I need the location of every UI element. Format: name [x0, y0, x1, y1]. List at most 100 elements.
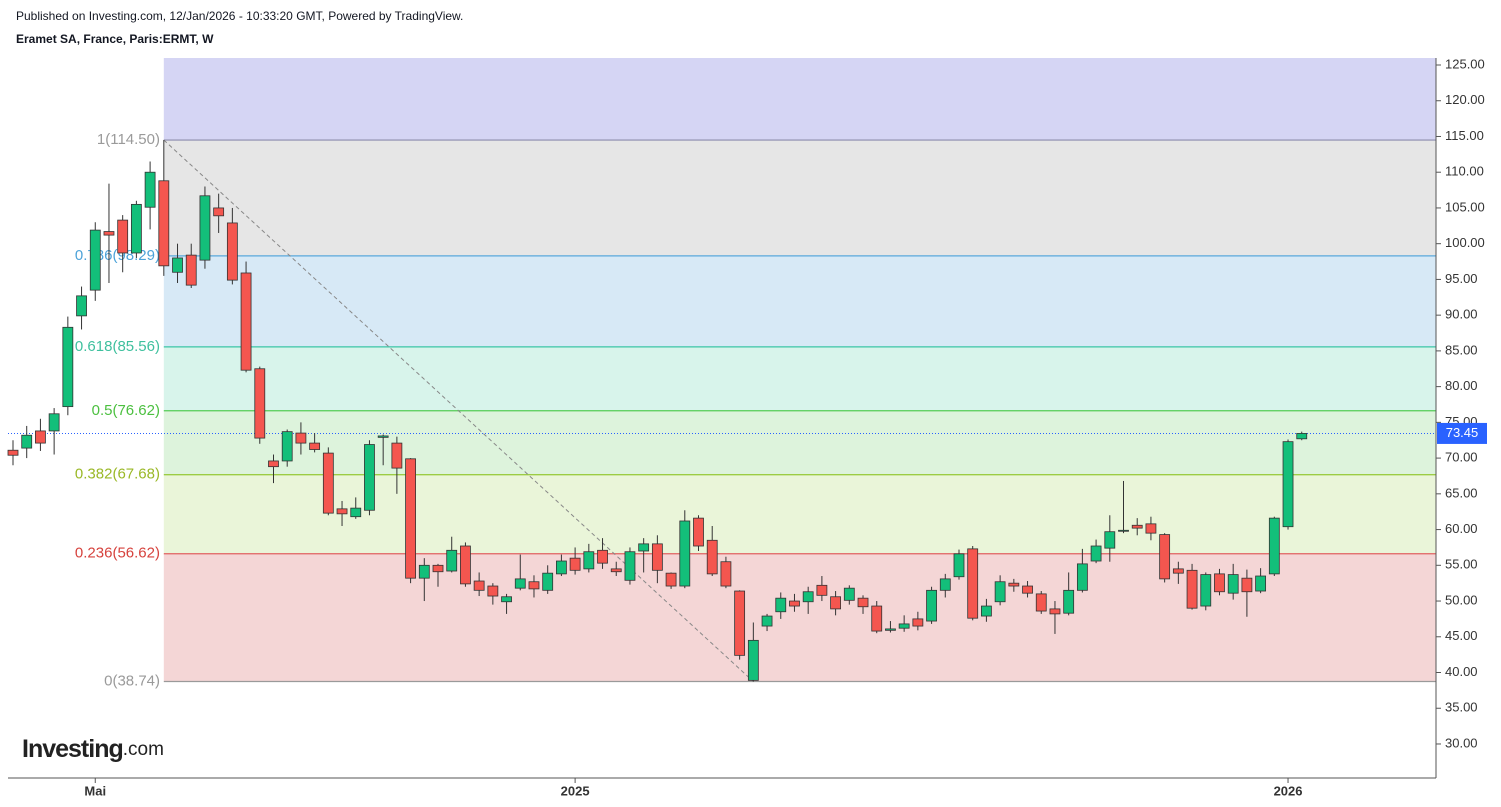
- candle-body: [7, 449, 19, 456]
- fib-label: 0.5(76.62): [92, 402, 160, 419]
- plot: 1(114.50)0.786(98.29)0.618(85.56)0.5(76.…: [7, 56, 1487, 798]
- fib-label: 1(114.50): [97, 131, 160, 148]
- candle-body: [117, 219, 129, 254]
- fib-label: 0(38.74): [104, 672, 160, 689]
- candle-body: [1159, 534, 1171, 580]
- candle-body: [1035, 593, 1047, 612]
- candle-body: [89, 229, 101, 291]
- fib-label: 0.236(56.62): [75, 545, 160, 562]
- candle-body: [693, 517, 704, 547]
- candle-body: [624, 551, 636, 581]
- candle-body: [1022, 585, 1033, 594]
- candle-body: [734, 590, 746, 656]
- y-tick-label: 55.00: [1445, 557, 1478, 572]
- candle-body: [912, 618, 924, 627]
- candle-body: [281, 431, 293, 462]
- candle-body: [1268, 517, 1280, 575]
- candle-body: [309, 442, 321, 450]
- candle-body: [199, 195, 211, 261]
- candle-body: [569, 557, 581, 571]
- candle-body: [1186, 569, 1198, 609]
- candle-body: [528, 581, 540, 590]
- candle-body: [35, 430, 46, 444]
- candle-body: [898, 623, 910, 629]
- candle-body: [706, 539, 718, 575]
- y-tick-label: 70.00: [1445, 450, 1478, 465]
- y-tick-label: 35.00: [1445, 700, 1478, 715]
- candle-body: [761, 615, 773, 627]
- candle-body: [775, 597, 787, 613]
- candle-body: [21, 434, 33, 449]
- candle-body: [1296, 433, 1308, 440]
- x-tick-label: Mai: [84, 783, 106, 798]
- candle-body: [953, 553, 965, 578]
- candle-body: [501, 596, 512, 603]
- candle-body: [158, 180, 170, 267]
- logo-suffix: .com: [123, 739, 164, 760]
- y-tick-label: 125.00: [1445, 56, 1485, 71]
- candle-body: [446, 549, 458, 572]
- candle-body: [1255, 575, 1267, 592]
- last-price-label: 73.45: [1446, 425, 1479, 440]
- candle-body: [843, 587, 855, 601]
- candle-body: [514, 578, 526, 589]
- candle-body: [789, 600, 800, 607]
- logo-brand: Investing: [22, 735, 123, 763]
- fib-zone: [163, 410, 1436, 475]
- y-tick-label: 45.00: [1445, 628, 1478, 643]
- y-tick-label: 50.00: [1445, 592, 1478, 607]
- fib-trendline: [163, 139, 754, 682]
- candle-body: [322, 452, 334, 514]
- candle-body: [1214, 573, 1225, 593]
- candle-body: [1172, 568, 1184, 574]
- last-price-tag: [1437, 422, 1487, 444]
- published-note: Published on Investing.com, 12/Jan/2026 …: [16, 9, 463, 23]
- candle-body: [610, 568, 622, 573]
- candle-body: [1200, 574, 1212, 607]
- logo: Investing.com: [22, 735, 164, 763]
- candle-body: [377, 435, 389, 438]
- candle-body: [665, 572, 677, 587]
- y-tick-label: 40.00: [1445, 664, 1478, 679]
- candle-body: [460, 545, 471, 585]
- y-tick-label: 65.00: [1445, 485, 1478, 500]
- candle-body: [542, 572, 554, 591]
- candle-body: [885, 628, 896, 631]
- y-tick-label: 105.00: [1445, 199, 1485, 214]
- candle-body: [432, 564, 444, 573]
- candle-body: [1282, 441, 1294, 528]
- y-tick-label: 90.00: [1445, 307, 1478, 322]
- candle-body: [994, 581, 1006, 603]
- candle-body: [240, 272, 252, 371]
- candle-body: [213, 207, 225, 217]
- candle-body: [350, 507, 362, 518]
- candle-body: [816, 584, 828, 596]
- candle-body: [487, 585, 499, 597]
- candle-body: [747, 639, 759, 681]
- x-tick-label: 2026: [1274, 783, 1303, 798]
- candle-body: [1131, 524, 1143, 529]
- y-tick-label: 60.00: [1445, 521, 1478, 536]
- fib-label: 0.618(85.56): [75, 338, 160, 355]
- candle-body: [1227, 574, 1239, 594]
- fib-zone: [163, 474, 1436, 554]
- candle-body: [268, 460, 279, 468]
- candle-body: [103, 231, 115, 236]
- candle-body: [871, 605, 883, 632]
- fib-zone: [163, 553, 1436, 682]
- y-tick-label: 100.00: [1445, 235, 1485, 250]
- fib-label: 0.382(67.68): [75, 466, 160, 483]
- chart-title: Eramet SA, France, Paris:ERMT, W: [16, 32, 214, 46]
- candle-body: [418, 564, 430, 579]
- fib-zone: [163, 140, 1436, 256]
- candle-body: [1118, 529, 1129, 532]
- fib-zone: [163, 346, 1436, 411]
- y-tick-label: 120.00: [1445, 92, 1485, 107]
- candle-body: [583, 551, 595, 570]
- candle-body: [473, 580, 485, 591]
- candle-body: [1049, 608, 1061, 615]
- candle-body: [981, 605, 992, 617]
- candle-body: [172, 257, 183, 273]
- fib-zone: [163, 255, 1436, 347]
